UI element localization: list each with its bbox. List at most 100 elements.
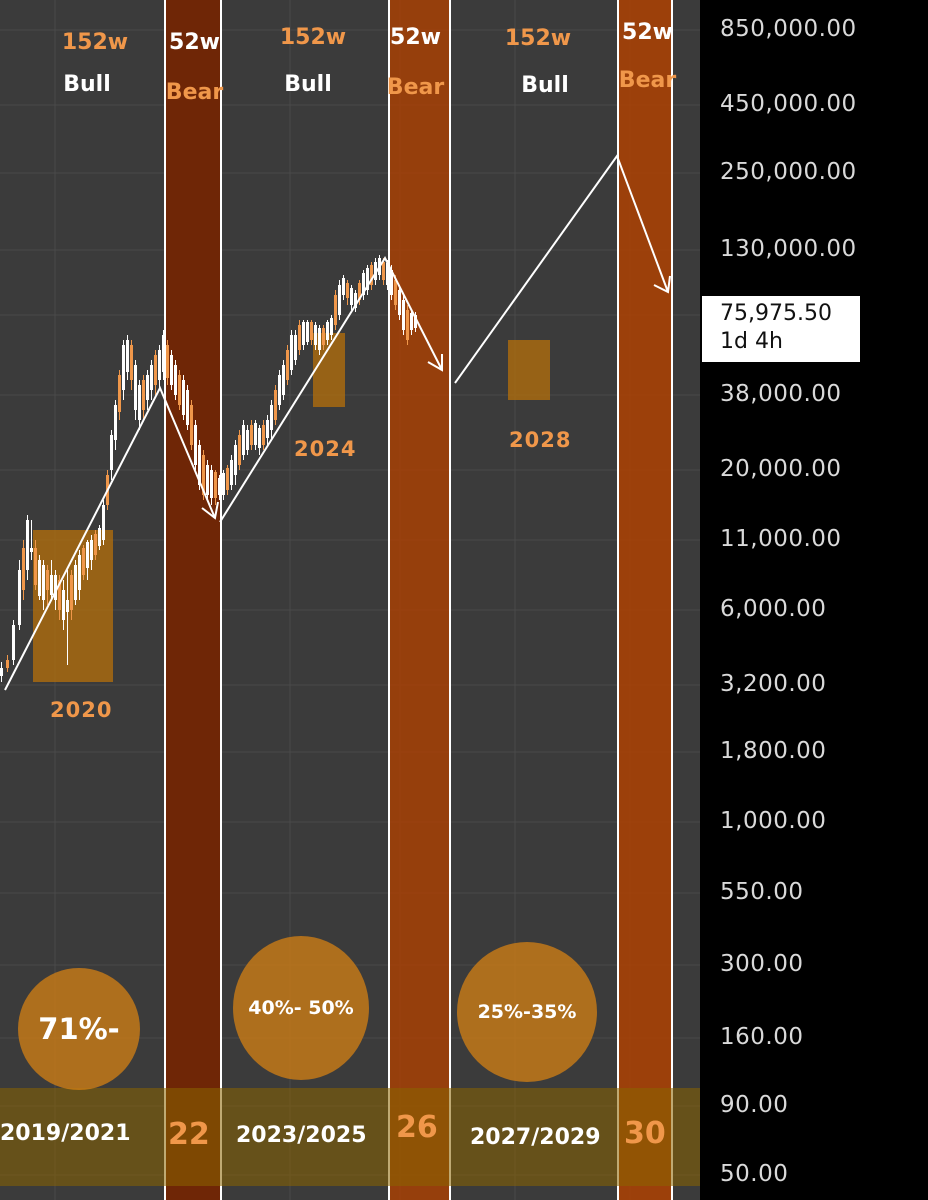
candle-body: [146, 375, 149, 400]
candle-body: [198, 445, 201, 485]
halving-year-3: 2028: [509, 428, 572, 452]
candle-body: [334, 295, 337, 325]
drawdown-bubble-1: 71%-: [18, 968, 140, 1090]
phase-label-4: Bear: [386, 75, 445, 100]
candle-body: [346, 283, 349, 298]
candle-body: [246, 430, 249, 450]
candle-body: [354, 293, 357, 308]
y-tick-label: 20,000.00: [720, 456, 842, 482]
candle-body: [366, 268, 369, 290]
candle-body: [90, 540, 93, 560]
candle-body: [386, 263, 389, 285]
candle-body: [18, 570, 21, 625]
candle-body: [86, 542, 89, 568]
candle-body: [62, 590, 65, 620]
path-2019-2022: [4, 385, 216, 691]
candle-body: [30, 548, 33, 552]
drawdown-bubble-2: 40%- 50%: [233, 936, 369, 1080]
candle-body: [414, 315, 417, 328]
candle-body: [294, 335, 297, 360]
cycle-bar: [0, 1088, 700, 1186]
candle-body: [374, 262, 377, 280]
path-2026-2030: [454, 153, 669, 384]
candle-body: [70, 575, 73, 610]
phase-label-1: Bull: [63, 72, 111, 97]
candle-body: [94, 534, 97, 555]
candle-body: [26, 520, 29, 570]
drawdown-label-2: 40%- 50%: [248, 997, 354, 1019]
phase-weeks-6: 52w: [622, 20, 673, 45]
cycle-bear-year-2: 26: [396, 1110, 438, 1145]
candle-body: [102, 505, 105, 540]
candle-body: [282, 365, 285, 395]
y-tick-label: 11,000.00: [720, 526, 842, 552]
candle-body: [114, 405, 117, 440]
path-2022-2026: [219, 255, 443, 523]
candle-body: [6, 660, 9, 668]
bear-band-2030: [618, 0, 672, 1200]
y-tick-label: 38,000.00: [720, 381, 842, 407]
candle-body: [398, 290, 401, 315]
halving-year-1: 2020: [50, 698, 113, 722]
candle-body: [230, 460, 233, 485]
phase-weeks-5: 152w: [504, 26, 572, 51]
candle-body: [186, 390, 189, 425]
drawdown-label-1: 71%-: [38, 1012, 120, 1046]
candle-body: [226, 468, 229, 490]
candle-body: [158, 350, 161, 380]
candle-body: [238, 435, 241, 465]
candle-body: [174, 365, 177, 395]
y-tick-label: 550.00: [720, 879, 804, 905]
candle-body: [302, 322, 305, 345]
candle-body: [306, 322, 309, 342]
candle-body: [0, 668, 3, 676]
halving-box-2024: [313, 333, 345, 407]
candle-body: [78, 555, 81, 590]
y-tick-label: 3,200.00: [720, 671, 827, 697]
y-tick-label: 450,000.00: [720, 91, 857, 117]
candle-body: [50, 575, 53, 595]
candle-body: [330, 318, 333, 335]
candle-body: [134, 365, 137, 410]
candle-body: [370, 265, 373, 285]
chart-svg: [0, 0, 700, 1200]
candle-body: [58, 580, 61, 610]
candle-body: [170, 355, 173, 385]
candle-body: [194, 425, 197, 465]
candle-body: [66, 600, 69, 612]
candle-body: [154, 355, 157, 385]
candle-body: [110, 435, 113, 470]
candle-body: [22, 548, 25, 590]
y-tick-label: 130,000.00: [720, 236, 857, 262]
arrow-head-2030: [653, 275, 671, 294]
y-tick-label: 850,000.00: [720, 16, 857, 42]
candle-body: [34, 548, 37, 585]
candle-body: [206, 465, 209, 495]
arrow-head-2026: [427, 354, 443, 372]
candle-body: [402, 300, 405, 330]
candle-body: [138, 385, 141, 420]
cycle-period-1: 2019/2021: [0, 1121, 131, 1146]
candle-body: [202, 455, 205, 495]
candle-body: [410, 313, 413, 330]
candle-body: [382, 262, 385, 280]
candle-body: [210, 470, 213, 498]
candle-body: [46, 570, 49, 590]
candle-body: [250, 425, 253, 445]
phase-label-3: Bull: [284, 72, 332, 97]
candle-body: [278, 375, 281, 405]
candle-body: [214, 472, 217, 498]
candle-body: [130, 345, 133, 380]
candle-body: [122, 345, 125, 390]
candle-body: [42, 565, 45, 600]
candle-body: [142, 380, 145, 410]
candle-body: [358, 283, 361, 300]
y-tick-label: 6,000.00: [720, 596, 827, 622]
y-tick-label: 50.00: [720, 1161, 789, 1187]
candle-body: [150, 365, 153, 390]
candle-body: [342, 278, 345, 295]
candle-body: [318, 328, 321, 350]
candle-body: [290, 335, 293, 370]
candle-body: [12, 625, 15, 660]
